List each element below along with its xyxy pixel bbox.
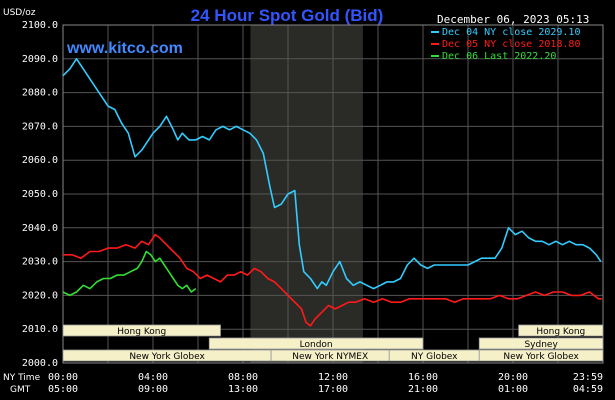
x-tick-label-gmt: 13:00 bbox=[228, 384, 258, 395]
price-series-line bbox=[62, 57, 602, 290]
y-tick-label: 2060.0 bbox=[22, 155, 58, 166]
legend-label: Dec 04 NY close 2029.10 bbox=[442, 27, 580, 38]
y-tick-label: 2040.0 bbox=[22, 223, 58, 234]
x-tick-label-gmt: 09:00 bbox=[138, 384, 168, 395]
x-tick-label-ny: 04:00 bbox=[138, 372, 168, 383]
session-label: New York Globex bbox=[129, 352, 205, 362]
y-tick-label: 2020.0 bbox=[22, 290, 58, 301]
price-series-layer bbox=[62, 57, 602, 327]
price-series-line bbox=[62, 250, 197, 297]
y-tick-label: 2000.0 bbox=[22, 358, 58, 369]
legend-label: Dec 06 Last 2022.20 bbox=[442, 51, 556, 62]
price-series-line bbox=[63, 233, 602, 327]
y-tick-label: 2010.0 bbox=[22, 324, 58, 335]
x-tick-label-ny: 23:59 bbox=[573, 372, 603, 383]
session-label: New York NYMEX bbox=[292, 352, 368, 362]
x-tick-label-ny: 12:00 bbox=[318, 372, 348, 383]
y-tick-label: 2070.0 bbox=[22, 121, 58, 132]
session-bar bbox=[208, 337, 424, 350]
session-label: London bbox=[300, 340, 333, 350]
gmt-row-label: GMT bbox=[10, 385, 31, 395]
session-bar bbox=[518, 324, 604, 337]
session-label: New York Globex bbox=[503, 352, 579, 362]
ny-time-row-label: NY Time bbox=[3, 373, 41, 383]
x-tick-label-gmt: 05:00 bbox=[48, 384, 78, 395]
trading-sessions-layer: Hong Kong Hong Kong London Sydney New York G… bbox=[62, 324, 604, 362]
watermark: www.kitco.com bbox=[66, 40, 183, 57]
y-tick-label: 2090.0 bbox=[22, 54, 58, 65]
y-tick-label: 2080.0 bbox=[22, 88, 58, 99]
x-tick-label-gmt: 17:00 bbox=[318, 384, 348, 395]
session-bar bbox=[478, 337, 604, 350]
chart-title: 24 Hour Spot Gold (Bid) bbox=[191, 6, 384, 25]
timestamp: December 06, 2023 05:13 bbox=[437, 13, 589, 26]
plot-frame bbox=[62, 24, 604, 364]
x-tick-label-ny: 20:00 bbox=[498, 372, 528, 383]
y-axis-ticks: 2000.0 2010.0 2020.0 2030.0 2040.0 2050.0 2060… bbox=[22, 20, 58, 369]
session-label: Hong Kong bbox=[536, 327, 585, 337]
session-label: Hong Kong bbox=[117, 327, 166, 337]
y-tick-label: 2050.0 bbox=[22, 189, 58, 200]
x-tick-label-ny: 16:00 bbox=[408, 372, 438, 383]
x-tick-label-gmt: 01:00 bbox=[498, 384, 528, 395]
x-axis-ticks: 00:00 04:00 08:00 12:00 16:00 20:00 23:59 05:00… bbox=[48, 372, 603, 395]
session-label: NY Globex bbox=[411, 352, 458, 362]
x-tick-label-gmt: 04:59 bbox=[573, 384, 603, 395]
x-tick-label-ny: 08:00 bbox=[228, 372, 258, 383]
y-tick-label: 2030.0 bbox=[22, 257, 58, 268]
x-tick-label-ny: 00:00 bbox=[48, 372, 78, 383]
session-bar bbox=[62, 324, 221, 337]
y-tick-label: 2100.0 bbox=[22, 20, 58, 31]
legend-label: Dec 05 NY close 2018.80 bbox=[442, 39, 580, 50]
grid-layer bbox=[62, 24, 604, 364]
session-bar bbox=[478, 349, 604, 362]
x-tick-label-gmt: 21:00 bbox=[408, 384, 438, 395]
session-label: Sydney bbox=[524, 340, 558, 350]
unit-label: USD/oz bbox=[3, 8, 36, 18]
